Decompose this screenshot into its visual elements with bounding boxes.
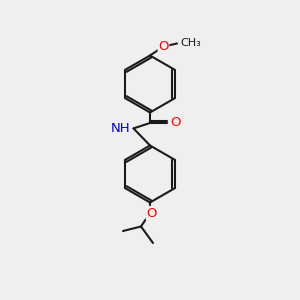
Text: O: O: [146, 206, 157, 220]
Text: O: O: [170, 116, 181, 130]
Text: CH₃: CH₃: [180, 38, 201, 49]
Text: O: O: [158, 40, 169, 53]
Text: NH: NH: [111, 122, 130, 135]
